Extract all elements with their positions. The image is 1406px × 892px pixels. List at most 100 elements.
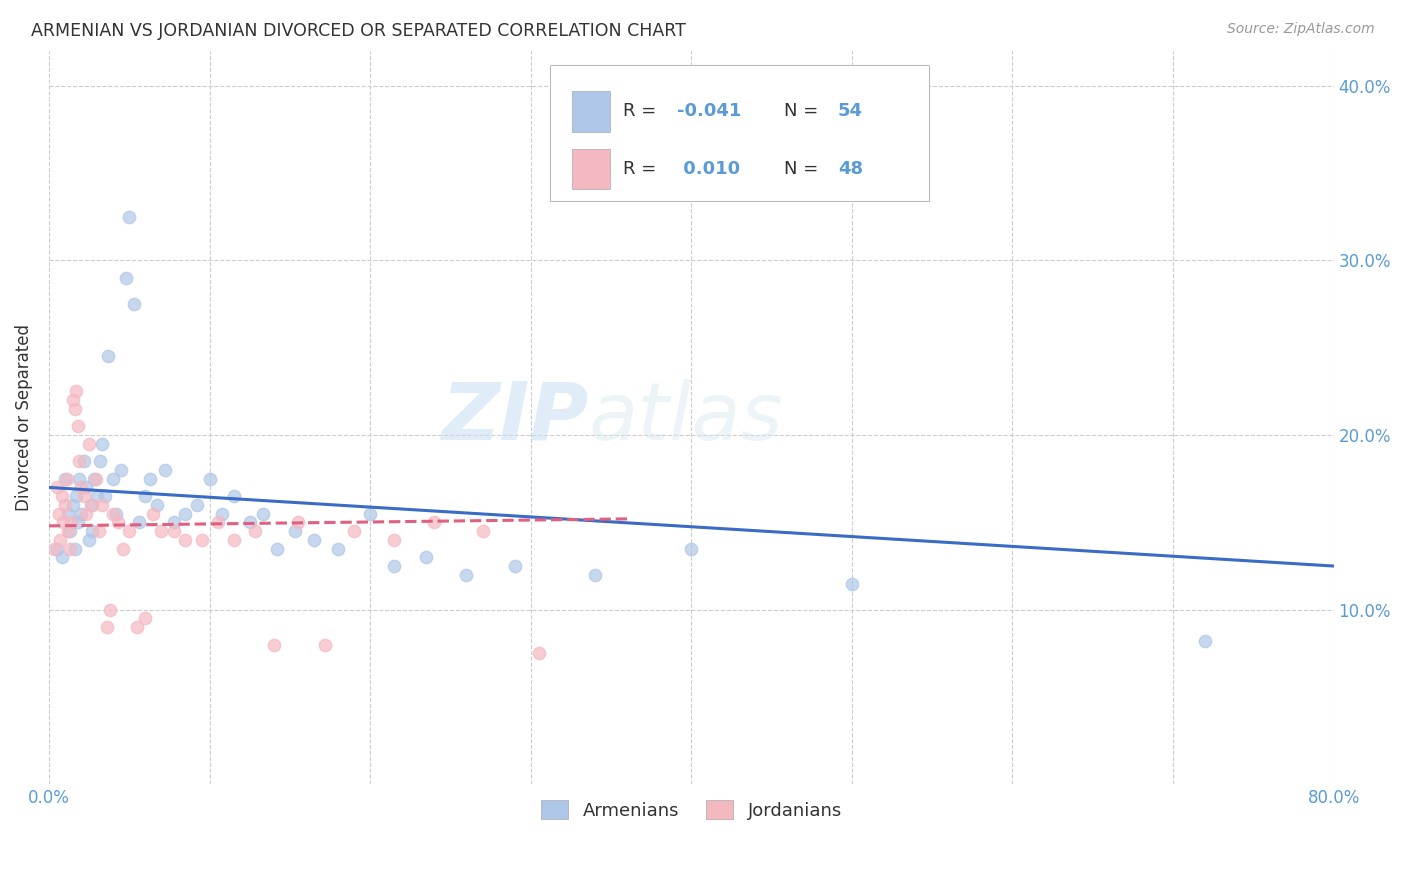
Legend: Armenians, Jordanians: Armenians, Jordanians	[534, 793, 849, 827]
Point	[841, 576, 863, 591]
Point	[62, 498, 84, 512]
Point	[163, 524, 186, 538]
Point	[222, 489, 245, 503]
Point	[51, 489, 73, 503]
Point	[198, 472, 221, 486]
Point	[53, 498, 76, 512]
Point	[69, 454, 91, 468]
Point	[84, 472, 107, 486]
Point	[69, 472, 91, 486]
Point	[174, 533, 197, 547]
Y-axis label: Divorced or Separated: Divorced or Separated	[15, 324, 32, 511]
Point	[681, 541, 703, 556]
FancyBboxPatch shape	[550, 65, 929, 201]
Point	[111, 541, 134, 556]
Point	[62, 393, 84, 408]
Point	[63, 541, 86, 556]
Point	[115, 270, 138, 285]
Point	[266, 541, 288, 556]
Point	[314, 638, 336, 652]
Point	[456, 567, 478, 582]
Point	[42, 541, 65, 556]
Text: N =: N =	[783, 161, 824, 178]
Point	[110, 463, 132, 477]
Point	[207, 516, 229, 530]
Point	[142, 507, 165, 521]
Point	[211, 507, 233, 521]
Point	[77, 436, 100, 450]
Point	[52, 516, 75, 530]
Point	[77, 533, 100, 547]
Point	[415, 550, 437, 565]
Point	[287, 516, 309, 530]
Point	[284, 524, 307, 538]
Point	[103, 507, 125, 521]
Point	[134, 611, 156, 625]
Point	[82, 524, 104, 538]
Point	[59, 541, 82, 556]
Point	[163, 516, 186, 530]
Point	[263, 638, 285, 652]
Point	[150, 524, 173, 538]
Point	[359, 507, 381, 521]
Point	[70, 507, 93, 521]
Text: 48: 48	[838, 161, 863, 178]
Point	[65, 384, 87, 399]
Point	[107, 516, 129, 530]
Text: Source: ZipAtlas.com: Source: ZipAtlas.com	[1227, 22, 1375, 37]
Point	[503, 559, 526, 574]
Text: N =: N =	[783, 103, 824, 120]
Text: atlas: atlas	[589, 378, 783, 457]
Text: 0.010: 0.010	[678, 161, 741, 178]
Point	[134, 489, 156, 503]
Point	[46, 541, 69, 556]
Point	[65, 489, 87, 503]
Point	[153, 463, 176, 477]
Point	[60, 516, 83, 530]
Point	[128, 516, 150, 530]
Point	[63, 401, 86, 416]
Point	[145, 498, 167, 512]
Text: R =: R =	[623, 161, 662, 178]
Point	[75, 507, 97, 521]
Point	[98, 603, 121, 617]
Point	[105, 507, 128, 521]
Point	[89, 454, 111, 468]
Point	[55, 472, 77, 486]
Text: -0.041: -0.041	[678, 103, 741, 120]
Point	[46, 480, 69, 494]
Point	[382, 559, 405, 574]
Point	[73, 454, 96, 468]
Point	[190, 533, 212, 547]
Point	[1194, 634, 1216, 648]
Point	[66, 516, 89, 530]
Point	[91, 498, 114, 512]
Point	[86, 489, 108, 503]
Point	[91, 436, 114, 450]
Point	[222, 533, 245, 547]
Point	[423, 516, 446, 530]
Point	[343, 524, 366, 538]
Point	[94, 489, 117, 503]
Point	[97, 350, 120, 364]
Point	[58, 524, 80, 538]
Point	[583, 567, 606, 582]
Point	[53, 472, 76, 486]
Point	[118, 210, 141, 224]
Point	[48, 507, 70, 521]
Point	[118, 524, 141, 538]
Point	[83, 472, 105, 486]
Point	[326, 541, 349, 556]
Point	[80, 498, 103, 512]
Text: 54: 54	[838, 103, 863, 120]
Point	[82, 498, 104, 512]
Point	[75, 480, 97, 494]
Point	[73, 489, 96, 503]
Point	[239, 516, 262, 530]
Point	[58, 507, 80, 521]
Point	[243, 524, 266, 538]
Point	[66, 419, 89, 434]
Point	[70, 480, 93, 494]
Text: ZIP: ZIP	[441, 378, 589, 457]
Point	[127, 620, 149, 634]
